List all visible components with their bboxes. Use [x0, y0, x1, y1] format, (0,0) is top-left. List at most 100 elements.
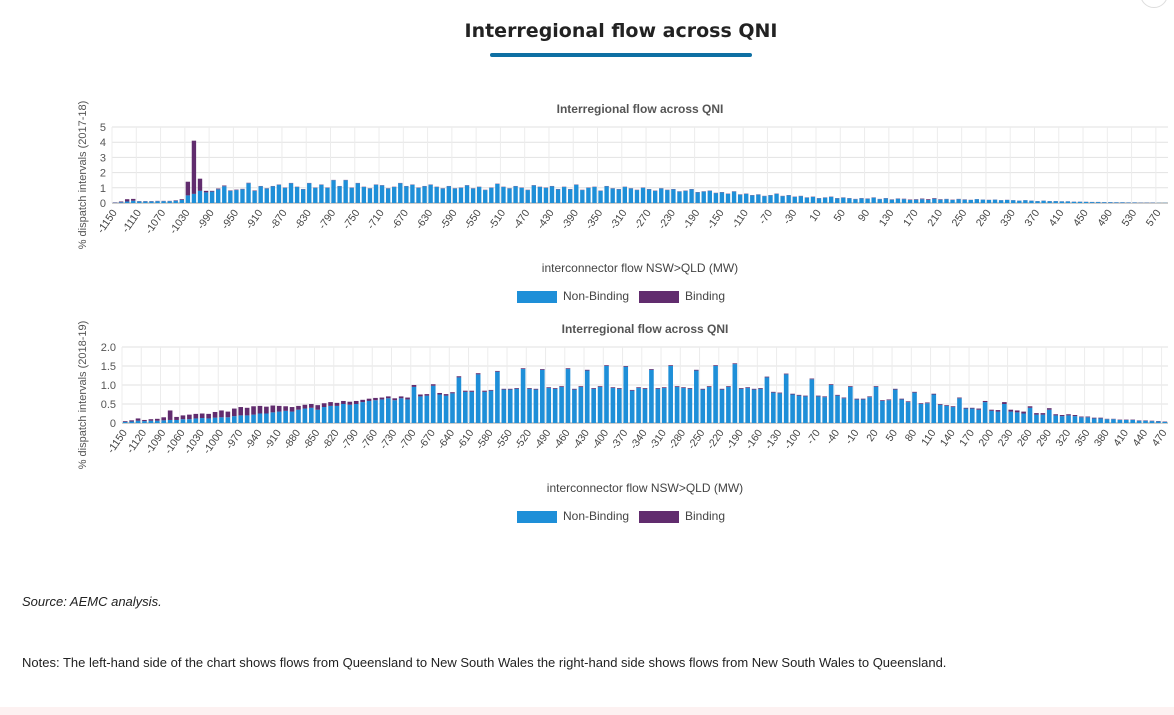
- bar-non-binding: [768, 195, 773, 203]
- bar-non-binding: [1011, 200, 1016, 203]
- bar-binding: [957, 397, 962, 399]
- bar-binding: [283, 406, 288, 411]
- legend-label-non-binding: Non-Binding: [563, 509, 629, 523]
- bar-non-binding: [1120, 202, 1125, 203]
- bar-non-binding: [803, 396, 808, 423]
- legend-swatch-binding: [639, 511, 679, 523]
- bar-non-binding: [700, 389, 706, 423]
- bar-non-binding: [246, 183, 251, 203]
- bar-binding: [520, 368, 526, 370]
- bar-non-binding: [373, 184, 379, 203]
- bar-binding: [552, 388, 558, 389]
- bar-non-binding: [671, 189, 676, 203]
- bar-non-binding: [430, 385, 436, 423]
- bar-binding: [469, 390, 475, 392]
- x-tick-label: -750: [341, 207, 363, 231]
- bar-non-binding: [901, 199, 907, 203]
- bar-non-binding: [899, 399, 904, 423]
- bar-non-binding: [895, 198, 901, 203]
- bar-non-binding: [379, 399, 385, 423]
- bar-non-binding: [597, 386, 603, 423]
- bar-binding: [963, 407, 969, 409]
- bar-non-binding: [732, 364, 738, 423]
- bar-non-binding: [937, 404, 943, 423]
- bar-binding: [623, 366, 629, 367]
- x-tick-label: 530: [1119, 207, 1139, 228]
- bar-binding: [161, 417, 167, 421]
- x-tick-label: -280: [666, 427, 688, 451]
- x-tick-label: -470: [511, 207, 533, 231]
- bar-non-binding: [731, 191, 737, 203]
- bar-binding: [771, 391, 776, 393]
- bar-binding: [495, 370, 500, 372]
- x-tick-label: -390: [559, 207, 581, 231]
- bar-binding: [463, 390, 468, 392]
- x-tick-label: -940: [243, 427, 265, 451]
- bar-non-binding: [1156, 421, 1161, 423]
- x-tick-label: 410: [1047, 207, 1067, 228]
- bar-non-binding: [1034, 414, 1039, 423]
- source-note: Source: AEMC analysis.: [22, 594, 162, 609]
- bar-binding: [815, 395, 821, 397]
- y-tick-label: 2: [100, 168, 106, 180]
- bar-non-binding: [871, 197, 876, 203]
- x-tick-label: -910: [244, 207, 266, 231]
- bar-binding: [1040, 413, 1046, 415]
- bar-binding: [129, 420, 134, 422]
- bar-non-binding: [489, 187, 494, 203]
- bar-non-binding: [809, 379, 815, 423]
- bar-binding: [475, 373, 481, 375]
- bar-non-binding: [225, 417, 231, 423]
- bar-non-binding: [443, 395, 449, 423]
- bar-binding: [238, 407, 244, 416]
- bar-binding: [629, 389, 635, 391]
- bar-non-binding: [707, 190, 712, 203]
- bar-non-binding: [750, 195, 755, 203]
- bar-binding: [758, 388, 763, 389]
- bar-binding: [257, 405, 263, 414]
- bar-binding: [950, 406, 956, 408]
- bar-non-binding: [604, 366, 609, 423]
- bar-non-binding: [212, 417, 218, 423]
- bar-non-binding: [992, 199, 998, 203]
- bar-non-binding: [636, 388, 641, 423]
- x-tick-label: -630: [413, 207, 435, 231]
- x-tick-label: -670: [416, 427, 438, 451]
- x-tick-label: -130: [763, 427, 785, 451]
- x-tick-label: -830: [292, 207, 314, 231]
- bar-non-binding: [622, 187, 628, 203]
- bar-non-binding: [185, 195, 191, 203]
- bar-non-binding: [694, 370, 699, 423]
- bar-non-binding: [209, 191, 215, 203]
- bar-binding: [848, 386, 853, 387]
- chart-title: Interregional flow across QNI: [562, 322, 729, 336]
- bar-non-binding: [780, 196, 785, 203]
- bar-non-binding: [418, 396, 423, 423]
- bar-binding: [668, 365, 673, 366]
- bar-non-binding: [661, 388, 667, 423]
- x-tick-label: 170: [957, 427, 977, 448]
- bar-non-binding: [796, 395, 802, 423]
- bar-non-binding: [944, 199, 949, 203]
- bar-non-binding: [980, 199, 986, 203]
- x-tick-label: -310: [647, 427, 669, 451]
- bar-binding: [154, 418, 160, 421]
- bar-binding: [591, 388, 596, 389]
- bar-non-binding: [193, 418, 199, 423]
- bar-binding: [790, 393, 795, 395]
- x-tick-label: -430: [535, 207, 557, 231]
- x-tick-label: -160: [743, 427, 765, 451]
- bar-non-binding: [841, 197, 846, 203]
- bar-non-binding: [649, 369, 654, 423]
- x-tick-label: 350: [1073, 427, 1093, 448]
- bar-non-binding: [276, 184, 282, 203]
- bar-non-binding: [1008, 411, 1014, 423]
- bar-non-binding: [470, 188, 476, 203]
- legend-swatch-binding: [639, 291, 679, 303]
- bar-non-binding: [835, 198, 840, 203]
- bar-non-binding: [932, 198, 937, 203]
- x-tick-label: -1030: [167, 207, 192, 236]
- bar-binding: [131, 198, 136, 201]
- bar-binding: [302, 404, 308, 409]
- bar-non-binding: [1123, 419, 1129, 423]
